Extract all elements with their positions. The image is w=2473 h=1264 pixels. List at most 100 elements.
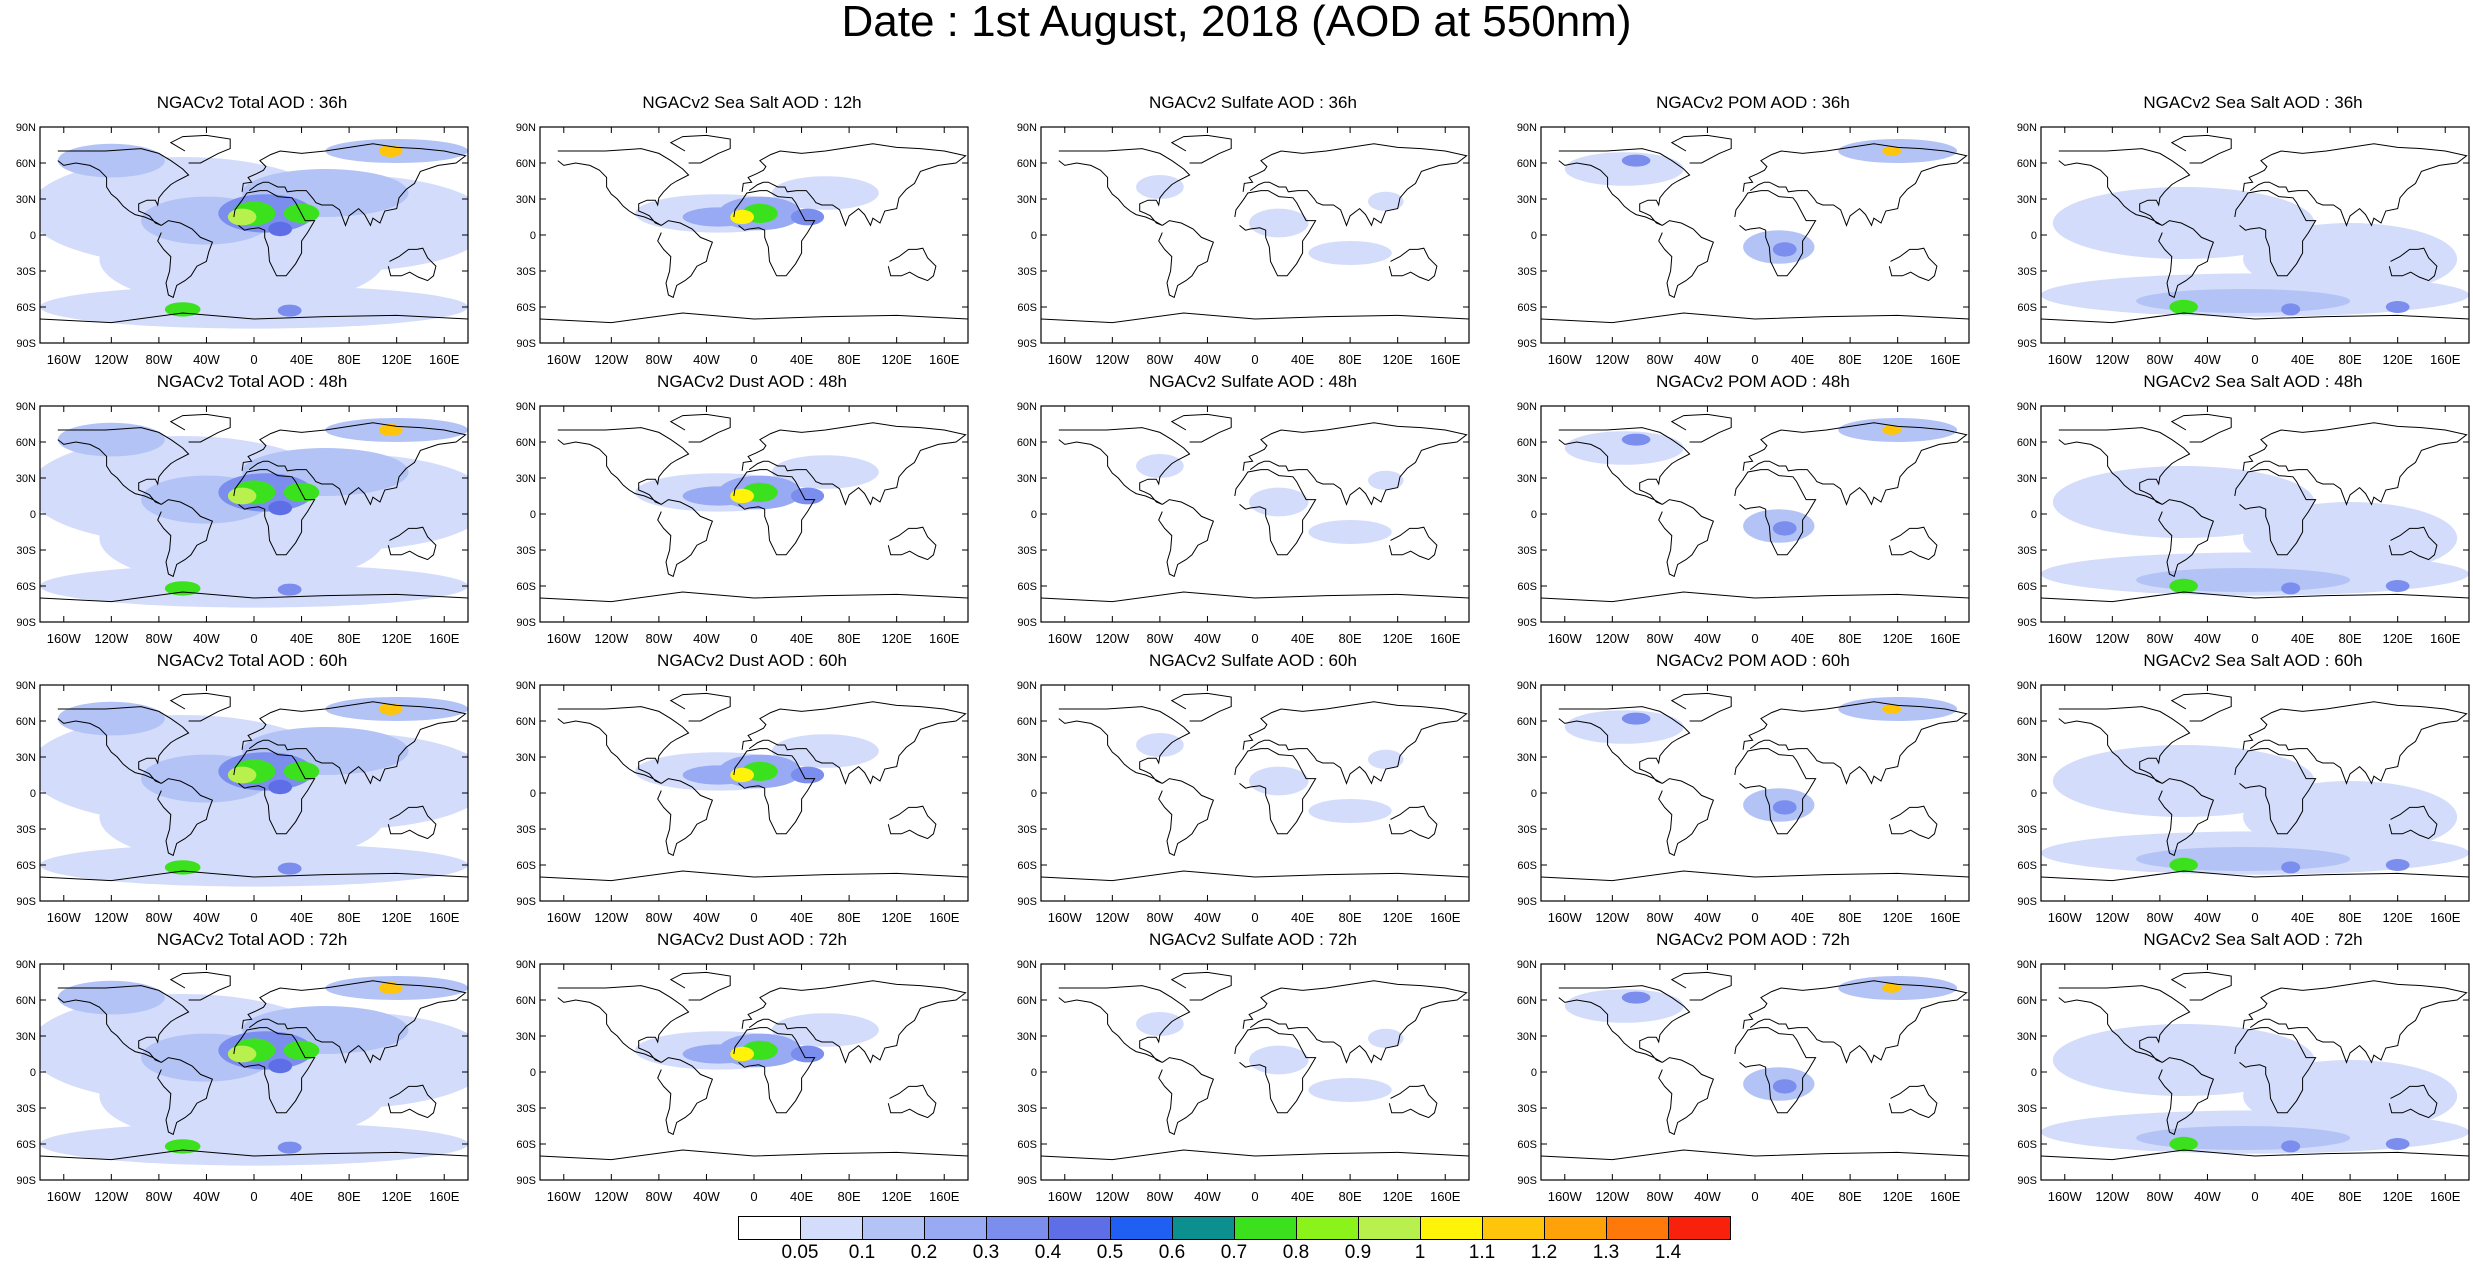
coastline bbox=[887, 526, 937, 561]
coastline bbox=[1058, 985, 1191, 1063]
lon-label: 40E bbox=[290, 1189, 313, 1204]
lon-label: 40E bbox=[790, 631, 813, 646]
lat-label: 90N bbox=[1017, 401, 1037, 413]
aod-field bbox=[2041, 971, 2469, 1161]
lat-label: 90N bbox=[1017, 122, 1037, 134]
lon-label: 80W bbox=[1647, 352, 1674, 367]
lon-label: 160W bbox=[1048, 1189, 1083, 1204]
map-plot: 90N 60N 30N 0 30S 60S 90S 160W 120W 80W 40W 0 40E 80E… bbox=[1517, 401, 1970, 646]
coastline bbox=[1558, 427, 1691, 505]
aod-contour bbox=[771, 455, 879, 489]
coastline bbox=[2158, 778, 2215, 857]
lat-label: 60S bbox=[1517, 302, 1537, 314]
aod-contour bbox=[1621, 712, 1651, 725]
map-background bbox=[540, 406, 968, 622]
coastline bbox=[57, 985, 190, 1063]
coastline bbox=[733, 748, 816, 835]
lat-label: 30S bbox=[1017, 545, 1037, 557]
coastline bbox=[1388, 1084, 1438, 1119]
lat-label: 60N bbox=[16, 437, 36, 449]
lon-label: 160W bbox=[1048, 631, 1083, 646]
coastline bbox=[157, 1057, 214, 1136]
coastline bbox=[1170, 413, 1232, 443]
coastline bbox=[1658, 220, 1715, 299]
panel-title: NGACv2 Dust AOD : 48h bbox=[657, 372, 847, 391]
lon-label: 160E bbox=[2430, 631, 2461, 646]
colorbar-label: 1 bbox=[1414, 1242, 1426, 1263]
map-plot: 90N 60N 30N 0 30S 60S 90S 160W 120W 80W 40W 0 40E 80E… bbox=[516, 122, 969, 367]
lat-label: 30S bbox=[1017, 824, 1037, 836]
lat-label: 30S bbox=[516, 545, 536, 557]
lat-label: 30S bbox=[16, 266, 36, 278]
lat-label: 30S bbox=[516, 1103, 536, 1115]
aod-contour bbox=[771, 734, 879, 768]
lat-label: 90S bbox=[16, 896, 36, 908]
aod-contour bbox=[1249, 487, 1309, 517]
lon-label: 40E bbox=[2291, 352, 2314, 367]
coastline bbox=[733, 469, 816, 556]
lat-label: 0 bbox=[2031, 509, 2037, 521]
lat-label: 30S bbox=[516, 266, 536, 278]
colorbar-box bbox=[1482, 1216, 1545, 1240]
aod-contour bbox=[227, 766, 257, 784]
aod-contour bbox=[771, 176, 879, 210]
map-panel: NGACv2 Sea Salt AOD : 36h 90N 60N 30N 0 30S 60… bbox=[2003, 93, 2473, 367]
coastline bbox=[2388, 805, 2438, 840]
map-background bbox=[1041, 127, 1469, 343]
map-panel: NGACv2 Dust AOD : 60h 90N 60N 30N 0 30S 60S 90S… bbox=[502, 651, 1002, 925]
lon-label: 40W bbox=[193, 910, 220, 925]
aod-contour bbox=[730, 1046, 754, 1062]
lon-label: 120W bbox=[94, 631, 129, 646]
colorbar-box bbox=[1172, 1216, 1235, 1240]
lon-label: 160E bbox=[1930, 1189, 1961, 1204]
lat-label: 0 bbox=[530, 788, 536, 800]
lon-label: 80W bbox=[146, 1189, 173, 1204]
lat-label: 90S bbox=[1017, 1175, 1037, 1187]
aod-contour bbox=[1136, 1012, 1184, 1036]
coastline bbox=[557, 148, 690, 226]
lat-label: 0 bbox=[1531, 509, 1537, 521]
lat-label: 90S bbox=[2017, 617, 2037, 629]
lat-label: 90S bbox=[2017, 896, 2037, 908]
coastline bbox=[387, 526, 437, 561]
lon-label: 80E bbox=[338, 631, 361, 646]
aod-contour bbox=[2052, 745, 2315, 817]
panel-title: NGACv2 Total AOD : 72h bbox=[156, 930, 348, 949]
colorbar-box bbox=[800, 1216, 863, 1240]
map-background bbox=[540, 964, 968, 1180]
map-panel: NGACv2 POM AOD : 36h 90N 60N 30N 0 30S 60S 90S 1… bbox=[1503, 93, 2003, 367]
map-panel: NGACv2 Total AOD : 36h 90N 60N 30N 0 30S 60S 90… bbox=[2, 93, 502, 367]
lat-label: 90S bbox=[2017, 338, 2037, 350]
lat-label: 30N bbox=[1517, 752, 1537, 764]
coastline bbox=[657, 1057, 714, 1136]
aod-contour bbox=[2385, 580, 2410, 592]
aod-contour bbox=[2169, 578, 2198, 594]
lon-label: 0 bbox=[1251, 910, 1258, 925]
aod-contour bbox=[1882, 425, 1902, 435]
coastline bbox=[1734, 748, 1817, 835]
aod-contour bbox=[57, 422, 165, 457]
lon-label: 40E bbox=[2291, 910, 2314, 925]
map-panel: NGACv2 Total AOD : 72h 90N 60N 30N 0 30S 60S 90… bbox=[2, 930, 502, 1204]
coastline bbox=[1170, 134, 1232, 164]
lon-label: 160W bbox=[47, 352, 82, 367]
lon-label: 160W bbox=[47, 910, 82, 925]
lon-label: 160E bbox=[429, 1189, 460, 1204]
lat-label: 30S bbox=[1017, 266, 1037, 278]
coastline bbox=[157, 220, 214, 299]
lat-label: 90N bbox=[16, 122, 36, 134]
lon-label: 80E bbox=[338, 1189, 361, 1204]
lon-label: 40W bbox=[193, 352, 220, 367]
panel-title: NGACv2 Dust AOD : 72h bbox=[657, 930, 847, 949]
aod-contour bbox=[790, 208, 825, 226]
coastline bbox=[233, 469, 316, 556]
lon-label: 160E bbox=[1430, 352, 1461, 367]
aod-contour bbox=[1772, 521, 1797, 536]
coastline bbox=[1041, 870, 1469, 882]
aod-contour bbox=[1136, 175, 1184, 199]
lon-label: 80E bbox=[1839, 1189, 1862, 1204]
aod-contour bbox=[1564, 989, 1684, 1023]
colorbar-label: 0.7 bbox=[1220, 1242, 1248, 1263]
lon-label: 120E bbox=[381, 352, 412, 367]
lat-label: 90S bbox=[1017, 617, 1037, 629]
